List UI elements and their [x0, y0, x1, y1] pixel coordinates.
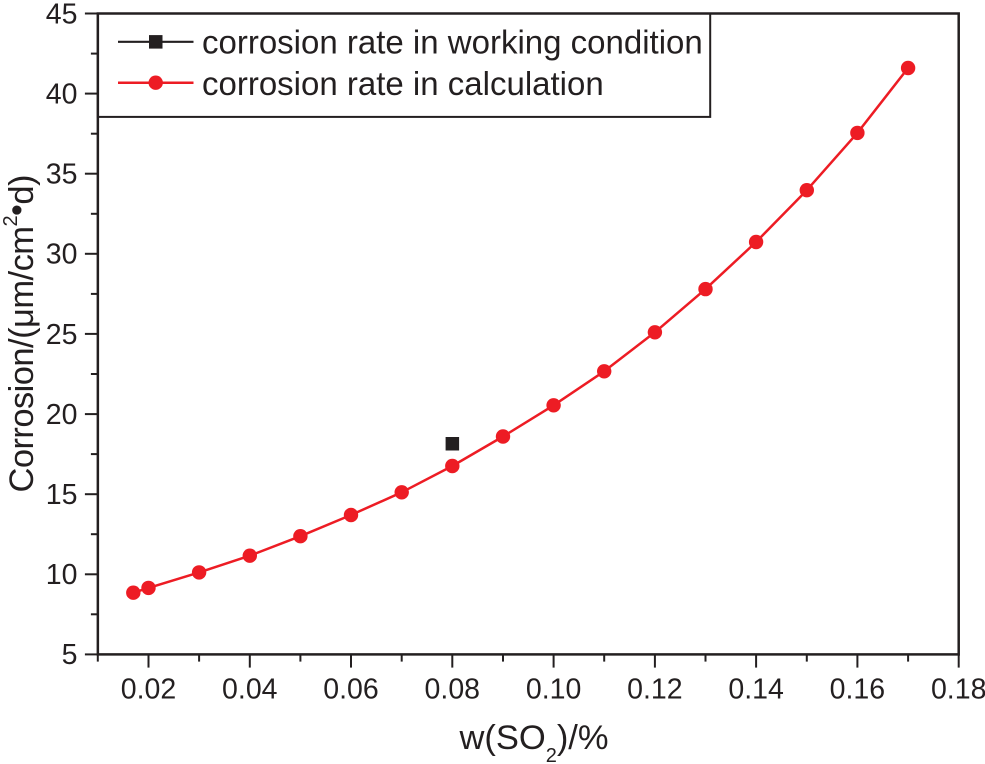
svg-text:w(SO2)/%: w(SO2)/%	[458, 719, 608, 764]
svg-text:15: 15	[46, 479, 78, 511]
svg-text:5: 5	[62, 639, 78, 671]
svg-text:40: 40	[46, 78, 78, 110]
svg-text:35: 35	[46, 159, 78, 191]
svg-text:0.08: 0.08	[425, 674, 480, 706]
svg-text:10: 10	[46, 559, 78, 591]
svg-text:0.02: 0.02	[121, 674, 176, 706]
svg-text:0.12: 0.12	[627, 674, 682, 706]
svg-text:0.06: 0.06	[323, 674, 378, 706]
svg-text:0.18: 0.18	[931, 674, 985, 706]
svg-text:Corrosion/(μm/cm2•d): Corrosion/(μm/cm2•d)	[0, 175, 41, 493]
svg-text:0.16: 0.16	[830, 674, 885, 706]
svg-text:corrosion rate in working cond: corrosion rate in working condition	[202, 23, 703, 60]
svg-text:30: 30	[46, 239, 78, 271]
svg-text:0.14: 0.14	[728, 674, 784, 706]
svg-text:25: 25	[46, 319, 78, 351]
svg-text:0.04: 0.04	[222, 674, 278, 706]
svg-text:corrosion rate in calculation: corrosion rate in calculation	[202, 65, 604, 102]
svg-text:0.10: 0.10	[526, 674, 581, 706]
svg-text:20: 20	[46, 399, 78, 431]
svg-text:45: 45	[46, 0, 78, 30]
